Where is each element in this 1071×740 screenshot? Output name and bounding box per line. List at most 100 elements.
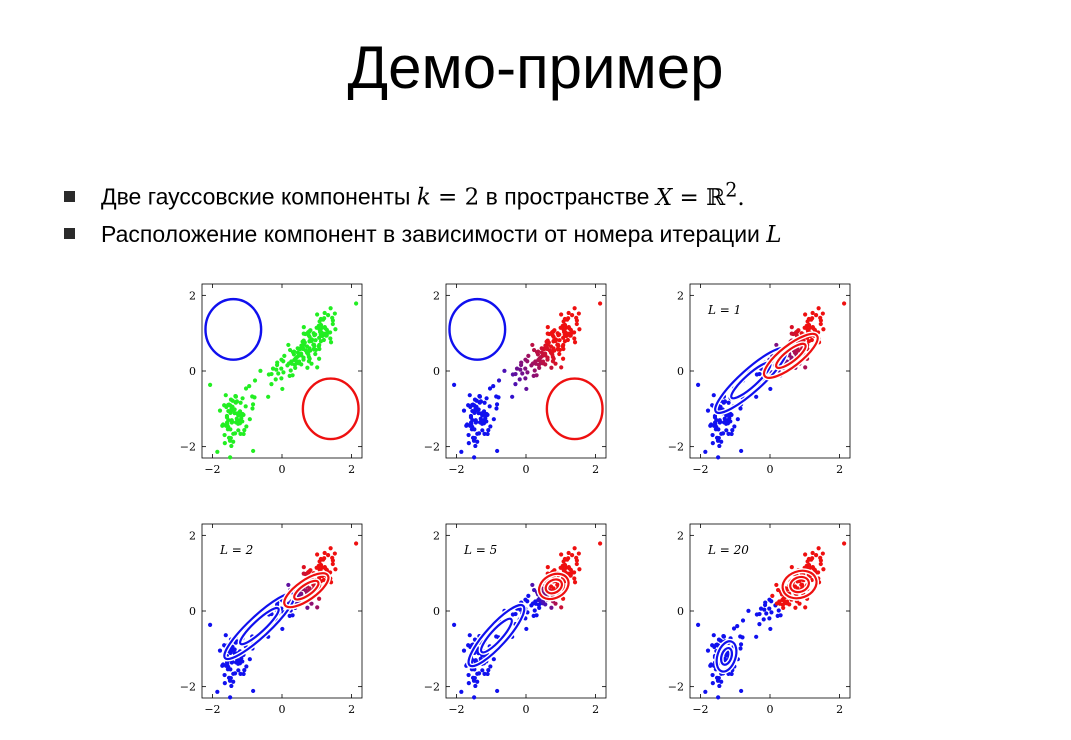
- data-point: [553, 361, 558, 366]
- data-point: [242, 427, 247, 433]
- data-point: [228, 397, 234, 402]
- data-point: [328, 336, 333, 341]
- data-point: [525, 359, 530, 364]
- data-point: [319, 330, 324, 335]
- data-point: [775, 587, 781, 593]
- data-point: [548, 344, 554, 349]
- data-point: [461, 408, 467, 413]
- x-tick-label: −2: [448, 463, 464, 476]
- data-point: [518, 607, 523, 612]
- gaussian-component-contour: [775, 342, 807, 370]
- data-point: [785, 599, 790, 604]
- data-point: [716, 435, 721, 441]
- gaussian-component-contour: [301, 377, 360, 441]
- scatter-plot: −2 0 2 2 0 −2: [424, 283, 607, 476]
- y-tick-label: −2: [668, 441, 684, 454]
- em-panel-initial-data: −2 0 2 2 0 −2: [164, 278, 404, 500]
- gaussian-component-contour: [467, 603, 526, 668]
- data-point: [215, 449, 220, 454]
- bullet-component-positions: Расположение компонент в зависимости от …: [64, 219, 782, 250]
- data-point: [480, 428, 485, 433]
- data-point: [821, 327, 826, 332]
- data-point: [567, 333, 573, 338]
- y-tick-label: −2: [424, 441, 440, 454]
- data-point: [459, 449, 464, 454]
- data-point: [229, 408, 234, 413]
- data-point: [541, 359, 546, 364]
- data-point: [739, 688, 744, 694]
- data-point: [479, 421, 485, 426]
- data-point: [321, 317, 326, 322]
- data-point: [754, 634, 759, 639]
- data-point: [809, 557, 814, 562]
- data-point: [513, 382, 518, 387]
- y-tick-label: 0: [433, 365, 440, 378]
- data-point: [475, 679, 480, 684]
- data-point: [333, 327, 338, 332]
- data-point: [726, 431, 731, 436]
- data-point: [696, 622, 701, 627]
- x-tick-label: 0: [523, 703, 530, 716]
- data-point: [479, 411, 484, 416]
- data-point: [241, 431, 246, 437]
- em-panel-iteration-20: −2 0 2 2 0 −2 L = 20: [652, 518, 892, 740]
- data-point: [474, 419, 479, 425]
- data-point: [572, 580, 578, 585]
- data-point: [525, 370, 530, 375]
- slide-title: Демо-пример: [347, 34, 724, 101]
- data-point: [711, 393, 716, 398]
- data-point: [309, 337, 315, 343]
- gaussian-component-contour: [545, 377, 604, 441]
- data-point: [781, 605, 786, 611]
- data-point: [555, 346, 560, 351]
- data-point: [703, 449, 708, 454]
- data-point: [247, 657, 252, 662]
- x-tick-label: 2: [592, 463, 599, 476]
- data-point: [236, 428, 241, 433]
- data-point: [716, 637, 722, 642]
- data-point: [495, 448, 500, 454]
- data-point: [241, 671, 246, 677]
- x-tick-label: 2: [836, 703, 843, 716]
- x-tick-label: 0: [767, 703, 774, 716]
- data-point: [473, 683, 478, 689]
- data-point: [818, 561, 823, 567]
- data-point: [251, 448, 256, 454]
- data-point: [326, 552, 331, 558]
- y-tick-label: 0: [189, 605, 196, 618]
- data-point: [281, 359, 286, 364]
- gaussian-component-contour: [480, 617, 513, 654]
- data-point: [767, 616, 772, 621]
- data-point: [313, 338, 318, 343]
- data-point: [553, 601, 558, 606]
- data-point: [269, 382, 274, 387]
- data-point: [789, 325, 794, 330]
- data-point: [803, 605, 808, 610]
- data-point: [561, 346, 566, 352]
- data-point: [518, 367, 523, 372]
- x-tick-label: 0: [279, 463, 286, 476]
- data-point: [729, 671, 734, 677]
- data-point: [532, 608, 537, 613]
- gaussian-component-contour: [762, 332, 819, 379]
- data-point: [269, 371, 274, 377]
- data-point: [330, 318, 335, 323]
- data-point: [315, 552, 320, 557]
- data-point: [468, 420, 474, 425]
- data-point: [326, 330, 331, 335]
- data-point: [286, 342, 291, 348]
- data-point: [803, 312, 808, 317]
- y-tick-label: 2: [677, 289, 684, 302]
- data-point: [539, 346, 544, 351]
- scatter-plot: −2 0 2 2 0 −2 L = 20: [668, 523, 851, 716]
- data-point: [473, 443, 478, 449]
- data-point: [485, 671, 490, 677]
- data-point: [562, 562, 568, 568]
- data-point: [274, 367, 279, 372]
- data-point: [561, 356, 566, 361]
- data-point: [222, 681, 227, 686]
- data-point: [537, 365, 542, 371]
- data-point: [475, 431, 480, 436]
- data-point: [223, 393, 228, 398]
- data-point: [549, 365, 554, 370]
